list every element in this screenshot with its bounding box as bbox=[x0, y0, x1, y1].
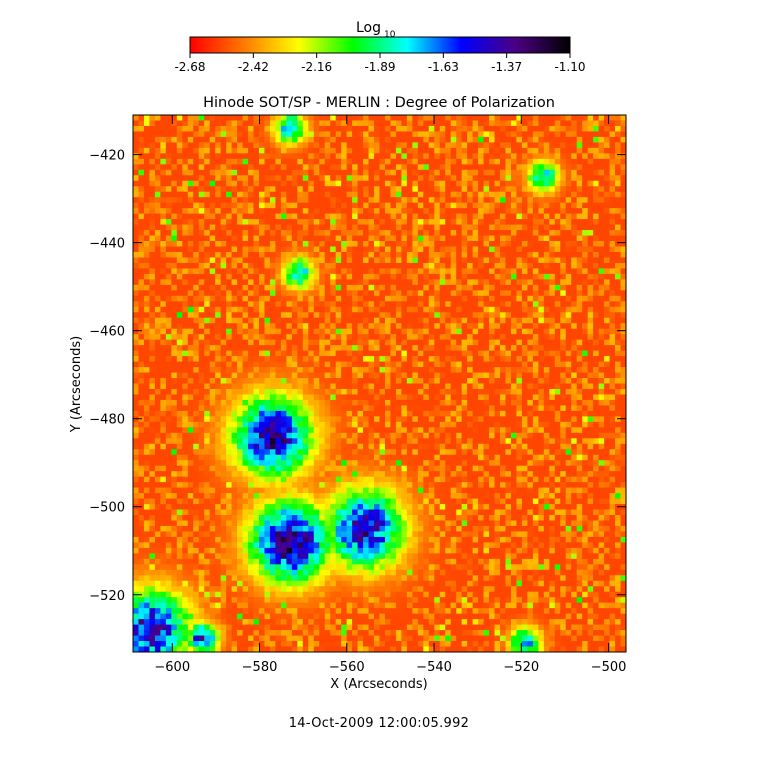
colorbar: Log 10 -2.68 -2.42 -2.16 -1.89 -1.63 -1.37 -1.… bbox=[174, 20, 585, 74]
colorbar-tick-label: -1.63 bbox=[428, 60, 459, 74]
y-tick-label: −480 bbox=[89, 413, 125, 428]
x-tick-label: −560 bbox=[329, 660, 365, 675]
colorbar-tick-label: -2.16 bbox=[301, 60, 332, 74]
colorbar-tick-label: -2.68 bbox=[174, 60, 205, 74]
x-tick-label: −540 bbox=[416, 660, 452, 675]
observation-timestamp: 14-Oct-2009 12:00:05.992 bbox=[288, 716, 470, 731]
plot-frame bbox=[132, 114, 627, 653]
colorbar-tick-label: -1.10 bbox=[554, 60, 585, 74]
x-tick-label: −600 bbox=[154, 660, 190, 675]
y-tick-label: −420 bbox=[89, 149, 125, 164]
colorbar-tick-label: -1.89 bbox=[364, 60, 395, 74]
heatmap bbox=[133, 115, 626, 652]
y-tick-label: −520 bbox=[89, 589, 125, 604]
colorbar-gradient bbox=[189, 36, 571, 54]
y-axis-label: Y (Arcseconds) bbox=[69, 336, 84, 433]
x-tick-label: −500 bbox=[591, 660, 627, 675]
colorbar-tick-label: -2.42 bbox=[238, 60, 269, 74]
colorbar-tick-label: -1.37 bbox=[491, 60, 522, 74]
x-tick-label: −580 bbox=[242, 660, 278, 675]
y-tick-label: −440 bbox=[89, 237, 125, 252]
colorbar-label-subscript: 10 bbox=[384, 30, 396, 40]
colorbar-label: Log bbox=[356, 20, 381, 36]
x-tick-label: −520 bbox=[503, 660, 539, 675]
y-tick-label: −460 bbox=[89, 325, 125, 340]
chart-title: Hinode SOT/SP - MERLIN : Degree of Polar… bbox=[203, 95, 555, 111]
x-axis-label: X (Arcseconds) bbox=[330, 677, 427, 692]
y-tick-label: −500 bbox=[89, 501, 125, 516]
